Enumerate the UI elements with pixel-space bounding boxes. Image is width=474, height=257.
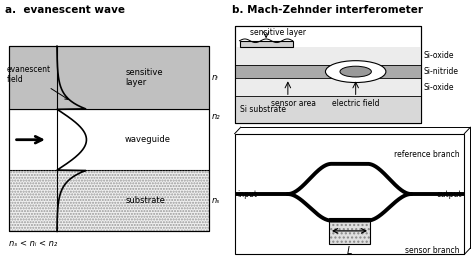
Text: b. Mach-Zehnder interferometer: b. Mach-Zehnder interferometer <box>232 5 423 15</box>
Text: Si-oxide: Si-oxide <box>423 83 454 92</box>
Text: L: L <box>347 246 352 256</box>
Text: Si-oxide: Si-oxide <box>423 51 454 60</box>
Text: nₛ < nᵢ < n₂: nₛ < nᵢ < n₂ <box>9 239 57 248</box>
Text: output: output <box>437 189 462 199</box>
Text: Si-nitride: Si-nitride <box>423 67 458 76</box>
Bar <box>9 46 210 109</box>
Text: waveguide: waveguide <box>125 135 171 144</box>
Text: nᵢ: nᵢ <box>211 73 219 82</box>
Bar <box>235 96 421 123</box>
Ellipse shape <box>340 66 372 77</box>
Bar <box>235 78 421 96</box>
Bar <box>329 218 370 244</box>
Ellipse shape <box>326 61 386 82</box>
Text: sensor branch: sensor branch <box>405 246 459 255</box>
Bar <box>9 109 210 170</box>
Bar <box>239 41 292 47</box>
Text: reference branch: reference branch <box>394 150 459 159</box>
Bar <box>235 47 421 65</box>
Text: sensitive layer: sensitive layer <box>250 28 306 37</box>
Bar <box>235 65 421 78</box>
Text: nₛ: nₛ <box>211 196 220 205</box>
Bar <box>235 26 421 123</box>
Bar <box>235 26 421 123</box>
Text: n₂: n₂ <box>211 112 220 121</box>
Text: a.  evanescent wave: a. evanescent wave <box>5 5 125 15</box>
Text: sensitive
layer: sensitive layer <box>125 68 163 87</box>
Text: evanescent
field: evanescent field <box>7 65 68 99</box>
Text: input: input <box>237 189 257 199</box>
Bar <box>9 46 210 231</box>
Bar <box>329 218 370 244</box>
Bar <box>235 134 465 254</box>
Text: sensor area: sensor area <box>271 99 316 108</box>
Bar <box>9 170 210 231</box>
Text: Si substrate: Si substrate <box>239 105 285 114</box>
Text: electric field: electric field <box>332 99 379 108</box>
Bar <box>9 170 210 231</box>
Text: substrate: substrate <box>125 196 165 205</box>
